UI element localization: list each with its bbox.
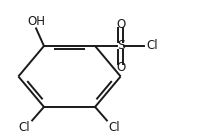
Text: Cl: Cl [109, 121, 120, 134]
Text: Cl: Cl [147, 39, 158, 52]
Text: O: O [116, 61, 125, 74]
Text: O: O [116, 18, 125, 31]
Text: OH: OH [27, 15, 45, 28]
Text: Cl: Cl [19, 121, 30, 134]
Text: S: S [117, 39, 125, 52]
